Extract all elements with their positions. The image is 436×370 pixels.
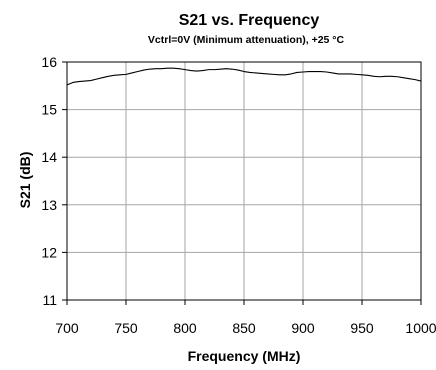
chart-subtitle: Vctrl=0V (Minimum attenuation), +25 °C — [148, 34, 345, 46]
y-tick-label: 11 — [42, 292, 57, 308]
x-axis-label: Frequency (MHz) — [188, 348, 301, 364]
x-tick-label: 800 — [173, 320, 197, 336]
x-tick-labels: 700 750 800 850 900 950 1000 — [55, 320, 436, 336]
x-tick-label: 700 — [55, 320, 79, 336]
series-line-0 — [66, 67, 422, 86]
y-axis-label: S21 (dB) — [17, 152, 33, 209]
chart-title: S21 vs. Frequency — [179, 12, 320, 29]
x-tick-label: 1000 — [405, 320, 436, 336]
y-tick-label: 16 — [41, 54, 57, 70]
y-tick-label: 14 — [41, 149, 57, 165]
series-group — [66, 67, 422, 86]
y-tick-label: 13 — [41, 197, 57, 213]
x-tick-label: 900 — [291, 320, 315, 336]
x-tick-label: 950 — [350, 320, 374, 336]
x-tick-label: 850 — [232, 320, 256, 336]
tick-marks — [62, 61, 422, 305]
y-tick-label: 12 — [41, 244, 57, 260]
grid — [67, 62, 421, 300]
x-tick-label: 750 — [114, 320, 138, 336]
y-tick-labels: 11 12 13 14 15 16 — [41, 54, 57, 308]
y-tick-label: 15 — [41, 102, 57, 118]
